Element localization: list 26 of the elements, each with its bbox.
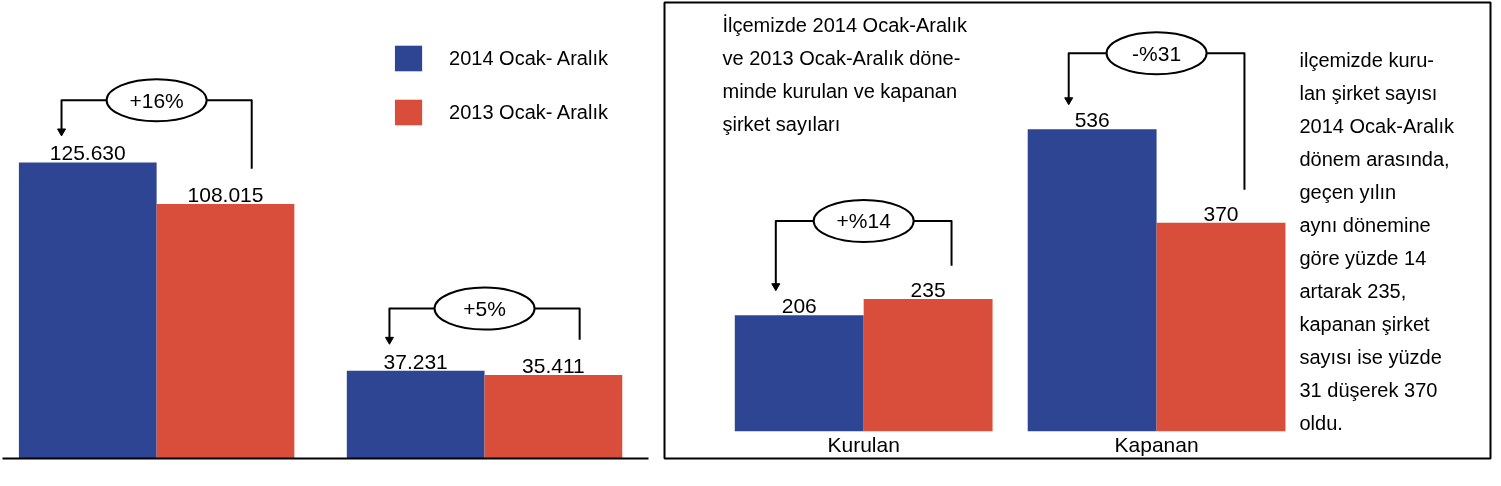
bar: [734, 315, 864, 432]
bar: [18, 162, 157, 459]
data-label: 108.015: [187, 182, 264, 206]
data-label: 370: [1203, 201, 1239, 225]
data-label: 536: [1074, 108, 1110, 132]
bar: [346, 370, 485, 459]
annotation: +5%: [463, 297, 506, 321]
data-label: 125.630: [49, 141, 126, 165]
annotation: +%14: [836, 209, 892, 233]
data-label: 206: [781, 294, 817, 318]
x-tick-label: Kapanan: [1114, 433, 1199, 457]
text: +16%: [129, 88, 184, 112]
bar: [156, 203, 295, 459]
data-label: 235: [910, 277, 946, 301]
legend-label: 2013 Ocak- Aralık: [449, 100, 608, 124]
bar: [484, 375, 623, 459]
bar: [863, 298, 993, 432]
bar: [1156, 222, 1286, 432]
data-label: 35.411: [522, 354, 585, 378]
data-label: 37.231: [383, 349, 448, 373]
bar: [1027, 129, 1157, 432]
text: -%31: [1132, 41, 1182, 65]
legend-label: 2014 Ocak- Aralık: [449, 46, 608, 70]
text: ilçemizde kuru- lan şirket sayısı 2014 Ocak-Aralık dönem arasında, geçen yılın aynı dönemine göre yüzde 14 artarak 235, kapanan şirket sayısı ise yüzde 31 düşerek 370 oldu.: [1299, 48, 1455, 434]
x-tick-label: Kurulan: [827, 433, 900, 457]
annotation: İlçemizde 2014 Ocak-Aralık ve 2013 Ocak-Aralık döne- minde kurulan ve kapanan şirket sayıları: [722, 13, 969, 135]
